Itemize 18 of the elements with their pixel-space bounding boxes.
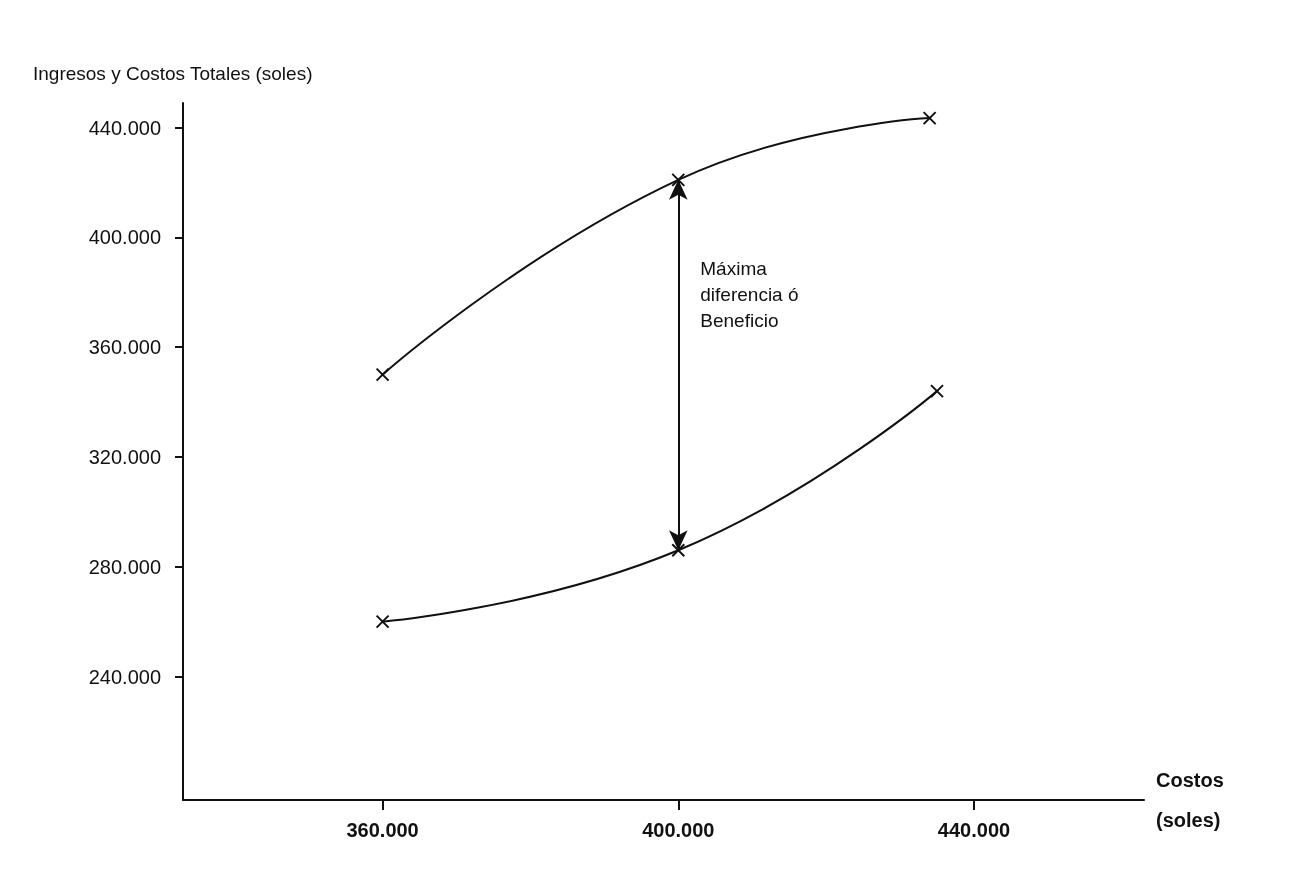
point xyxy=(375,614,390,629)
x-tick-label: 400.000 xyxy=(642,819,715,841)
y-tick-label: 360.000 xyxy=(88,336,161,359)
point xyxy=(671,172,686,187)
y-tick-label: 440.000 xyxy=(88,116,161,139)
x-tick-label: 440.000 xyxy=(937,819,1011,841)
annotation: Máxima diferencia ó Beneficio xyxy=(700,257,799,331)
point xyxy=(375,367,390,382)
y-tick-label: 320.000 xyxy=(88,445,161,468)
y-axis-title: Ingresos y Costos Totales (soles) xyxy=(33,63,313,84)
x-tick-label: 360.000 xyxy=(346,819,419,841)
y-tick-label: 400.000 xyxy=(88,226,161,249)
x-axis-title: Costos (soles) xyxy=(1156,769,1224,831)
point xyxy=(671,543,686,558)
y-tick-label: 240.000 xyxy=(88,665,161,688)
point xyxy=(922,111,937,126)
y-tick-label: 280.000 xyxy=(88,555,161,578)
point xyxy=(930,384,945,399)
